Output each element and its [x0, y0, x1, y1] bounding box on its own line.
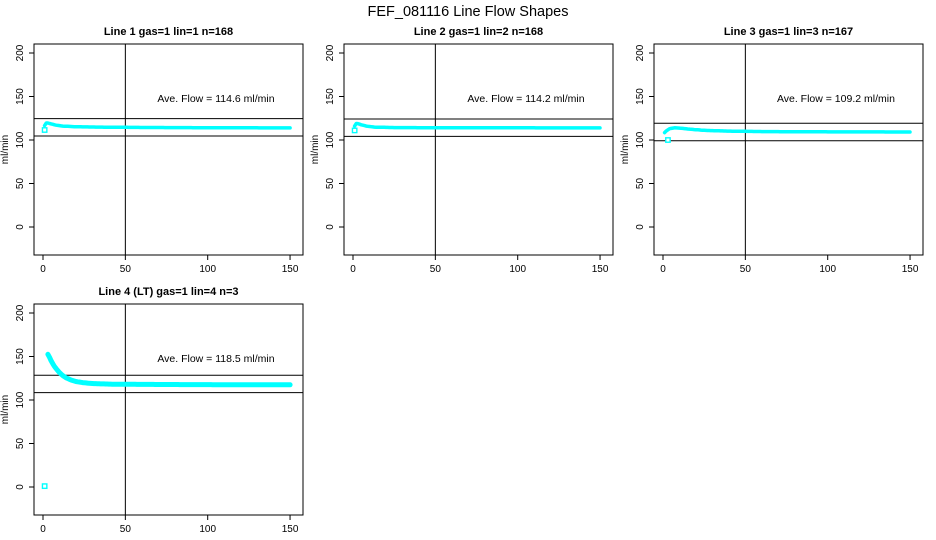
y-axis-label: ml/min [0, 395, 11, 424]
x-tick-label: 0 [660, 264, 666, 275]
x-tick-label: 0 [40, 524, 46, 535]
y-tick-label: 0 [15, 224, 26, 230]
y-tick-label: 150 [15, 88, 26, 105]
y-tick-label: 150 [635, 88, 646, 105]
ave-flow-label: Ave. Flow = 118.5 ml/min [157, 353, 274, 365]
x-tick-label: 150 [282, 264, 299, 275]
y-tick-label: 100 [325, 131, 336, 148]
panel-box [33, 303, 304, 516]
panel-box [33, 43, 304, 256]
flow-trace [662, 126, 912, 135]
y-axis-label: ml/min [310, 135, 321, 164]
y-tick-label: 0 [325, 224, 336, 230]
main-title: FEF_081116 Line Flow Shapes [368, 4, 569, 20]
x-tick-label: 100 [199, 524, 216, 535]
panel-box [653, 43, 924, 256]
y-tick-label: 50 [325, 178, 336, 190]
y-tick-label: 50 [15, 438, 26, 450]
x-tick-label: 100 [199, 264, 216, 275]
y-axis-label: ml/min [0, 135, 11, 164]
panel-title: Line 1 gas=1 lin=1 n=168 [104, 26, 233, 38]
x-tick-label: 0 [40, 264, 46, 275]
y-tick-label: 100 [15, 131, 26, 148]
x-tick-label: 0 [350, 264, 356, 275]
x-tick-label: 50 [430, 264, 442, 275]
x-tick-label: 150 [282, 524, 299, 535]
panel-title: Line 3 gas=1 lin=3 n=167 [724, 26, 853, 38]
ave-flow-label: Ave. Flow = 114.2 ml/min [467, 93, 584, 105]
y-tick-label: 200 [325, 44, 336, 61]
panel-title: Line 2 gas=1 lin=2 n=168 [414, 26, 543, 38]
panel-1: Line 1 gas=1 lin=1 n=168 0 50 100 150 200 0 50 1… [0, 26, 304, 275]
x-tick-label: 50 [120, 524, 132, 535]
flow-trace [352, 121, 602, 130]
x-tick-label: 50 [120, 264, 132, 275]
outlier-point [41, 483, 48, 490]
panel-3: Line 3 gas=1 lin=3 n=167 0 50 100 150 200 0 50 1… [620, 26, 924, 275]
y-tick-label: 50 [15, 178, 26, 190]
y-tick-label: 100 [635, 131, 646, 148]
ave-flow-label: Ave. Flow = 114.6 ml/min [157, 93, 274, 105]
flow-trace [45, 351, 293, 388]
outlier-point [351, 127, 358, 134]
x-tick-label: 100 [819, 264, 836, 275]
y-tick-label: 150 [325, 88, 336, 105]
x-tick-label: 150 [592, 264, 609, 275]
outlier-point [41, 127, 48, 133]
panel-2: Line 2 gas=1 lin=2 n=168 0 50 100 150 200 0 50 1… [310, 26, 614, 275]
x-tick-label: 50 [740, 264, 752, 275]
y-tick-label: 50 [635, 178, 646, 190]
y-axis-label: ml/min [620, 135, 631, 164]
x-tick-label: 100 [509, 264, 526, 275]
y-tick-label: 100 [15, 391, 26, 408]
flow-trace [42, 121, 292, 130]
x-tick-label: 150 [902, 264, 919, 275]
panel-box [343, 43, 614, 256]
y-tick-label: 0 [15, 484, 26, 490]
panel-title: Line 4 (LT) gas=1 lin=4 n=3 [98, 286, 238, 298]
panel-4: Line 4 (LT) gas=1 lin=4 n=3 0 50 100 150 200 0… [0, 286, 304, 535]
y-tick-label: 200 [635, 44, 646, 61]
y-tick-label: 200 [15, 44, 26, 61]
y-tick-label: 0 [635, 224, 646, 230]
y-tick-label: 150 [15, 348, 26, 365]
y-tick-label: 200 [15, 304, 26, 321]
outlier-point [665, 137, 671, 143]
ave-flow-label: Ave. Flow = 109.2 ml/min [777, 93, 895, 105]
